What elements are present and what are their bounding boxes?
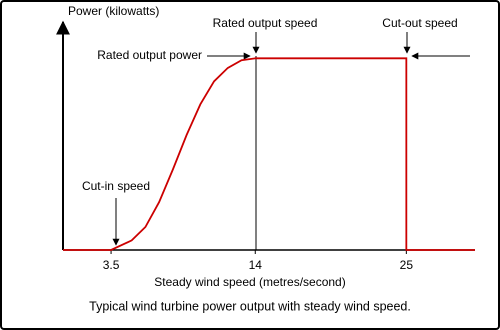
x-tick-label: 25: [400, 258, 414, 272]
y-axis-label: Power (kilowatts): [68, 4, 159, 18]
power-curve: [63, 57, 475, 251]
caption: Typical wind turbine power output with s…: [89, 299, 411, 313]
annotation: Rated output speed: [213, 16, 318, 30]
x-tick-label: 14: [249, 258, 263, 272]
annotation: Rated output power: [97, 48, 202, 62]
annotation: Cut-out speed: [382, 16, 457, 30]
x-axis-label: Steady wind speed (metres/second): [154, 275, 345, 289]
annotation: Cut-in speed: [82, 179, 150, 193]
x-tick-label: 3.5: [103, 258, 120, 272]
